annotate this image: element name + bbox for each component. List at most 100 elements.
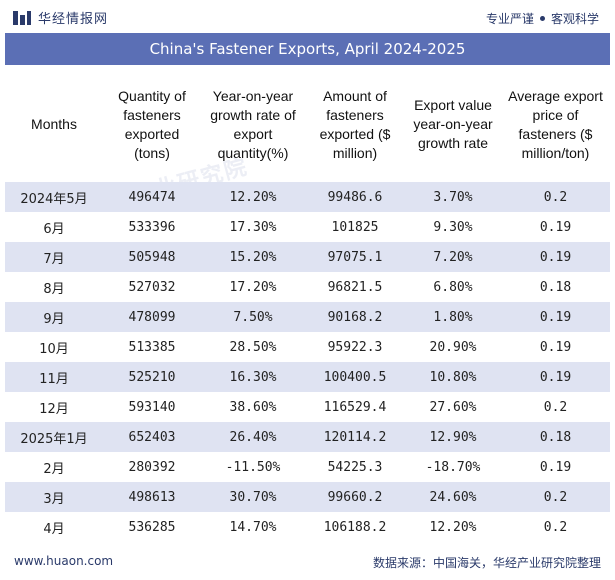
cell-quantity-growth: 17.30%: [201, 212, 305, 242]
cell-value-growth: 10.80%: [405, 362, 501, 392]
cell-avg-price: 0.19: [501, 242, 610, 272]
cell-quantity-growth: 28.50%: [201, 332, 305, 362]
cell-avg-price: 0.18: [501, 422, 610, 452]
table-row: 11月 525210 16.30% 100400.5 10.80% 0.19: [5, 362, 610, 392]
cell-value-growth: 24.60%: [405, 482, 501, 512]
cell-month: 2024年5月: [5, 182, 103, 212]
table-row: 9月 478099 7.50% 90168.2 1.80% 0.19: [5, 302, 610, 332]
table-row: 3月 498613 30.70% 99660.2 24.60% 0.2: [5, 482, 610, 512]
cell-amount: 99660.2: [305, 482, 405, 512]
cell-quantity: 652403: [103, 422, 201, 452]
cell-value-growth: 3.70%: [405, 182, 501, 212]
table-title: China's Fastener Exports, April 2024-202…: [5, 33, 610, 65]
cell-value-growth: 6.80%: [405, 272, 501, 302]
cell-value-growth: 20.90%: [405, 332, 501, 362]
cell-value-growth: 7.20%: [405, 242, 501, 272]
table-row: 2月 280392 -11.50% 54225.3 -18.70% 0.19: [5, 452, 610, 482]
cell-month: 9月: [5, 302, 103, 332]
cell-value-growth: 27.60%: [405, 392, 501, 422]
table-row: 10月 513385 28.50% 95922.3 20.90% 0.19: [5, 332, 610, 362]
cell-quantity-growth: -11.50%: [201, 452, 305, 482]
cell-quantity-growth: 17.20%: [201, 272, 305, 302]
cell-quantity: 478099: [103, 302, 201, 332]
cell-quantity: 280392: [103, 452, 201, 482]
cell-month: 12月: [5, 392, 103, 422]
cell-avg-price: 0.19: [501, 452, 610, 482]
cell-quantity-growth: 15.20%: [201, 242, 305, 272]
cell-amount: 97075.1: [305, 242, 405, 272]
cell-avg-price: 0.19: [501, 212, 610, 242]
cell-quantity-growth: 26.40%: [201, 422, 305, 452]
cell-quantity-growth: 14.70%: [201, 512, 305, 542]
cell-quantity: 533396: [103, 212, 201, 242]
cell-amount: 116529.4: [305, 392, 405, 422]
table-row: 2024年5月 496474 12.20% 99486.6 3.70% 0.2: [5, 182, 610, 212]
cell-amount: 99486.6: [305, 182, 405, 212]
tagline-left: 专业严谨: [485, 12, 534, 26]
cell-quantity: 498613: [103, 482, 201, 512]
column-header-avg-price: Average export price of fasteners ($ mil…: [508, 87, 603, 161]
cell-quantity: 536285: [103, 512, 201, 542]
cell-quantity: 505948: [103, 242, 201, 272]
tagline-right: 客观科学: [550, 12, 599, 26]
column-header-amount: Amount of fasteners exported ($ million): [319, 87, 391, 161]
table-row: 7月 505948 15.20% 97075.1 7.20% 0.19: [5, 242, 610, 272]
header-row: Months Quantity of fasteners exported (t…: [5, 67, 610, 182]
cell-quantity-growth: 16.30%: [201, 362, 305, 392]
cell-quantity: 496474: [103, 182, 201, 212]
cell-avg-price: 0.2: [501, 392, 610, 422]
footer-url[interactable]: www.huaon.com: [14, 554, 114, 568]
cell-amount: 95922.3: [305, 332, 405, 362]
cell-month: 3月: [5, 482, 103, 512]
cell-quantity-growth: 30.70%: [201, 482, 305, 512]
cell-avg-price: 0.18: [501, 272, 610, 302]
table-body: 2024年5月 496474 12.20% 99486.6 3.70% 0.2 6月 5333…: [5, 182, 610, 542]
cell-quantity-growth: 7.50%: [201, 302, 305, 332]
cell-amount: 90168.2: [305, 302, 405, 332]
cell-avg-price: 0.2: [501, 182, 610, 212]
cell-amount: 96821.5: [305, 272, 405, 302]
table-row: 4月 536285 14.70% 106188.2 12.20% 0.2: [5, 512, 610, 542]
table-row: 8月 527032 17.20% 96821.5 6.80% 0.18: [5, 272, 610, 302]
cell-avg-price: 0.2: [501, 512, 610, 542]
cell-amount: 106188.2: [305, 512, 405, 542]
cell-month: 4月: [5, 512, 103, 542]
cell-amount: 54225.3: [305, 452, 405, 482]
cell-month: 7月: [5, 242, 103, 272]
tagline: 专业严谨 客观科学: [486, 10, 599, 27]
cell-month: 2月: [5, 452, 103, 482]
cell-quantity-growth: 38.60%: [201, 392, 305, 422]
top-bar: 华经情报网 专业严谨 客观科学: [0, 0, 615, 33]
brand-name: 华经情报网: [38, 12, 109, 27]
cell-month: 10月: [5, 332, 103, 362]
column-header-months: Months: [31, 116, 77, 132]
cell-value-growth: 1.80%: [405, 302, 501, 332]
cell-value-growth: 9.30%: [405, 212, 501, 242]
table-row: 2025年1月 652403 26.40% 120114.2 12.90% 0.18: [5, 422, 610, 452]
tagline-dot-icon: [539, 16, 545, 21]
cell-avg-price: 0.19: [501, 362, 610, 392]
cell-value-growth: 12.20%: [405, 512, 501, 542]
cell-month: 2025年1月: [5, 422, 103, 452]
column-header-quantity: Quantity of fasteners exported (tons): [118, 87, 186, 161]
cell-amount: 120114.2: [305, 422, 405, 452]
cell-quantity-growth: 12.20%: [201, 182, 305, 212]
cell-amount: 100400.5: [305, 362, 405, 392]
cell-avg-price: 0.19: [501, 302, 610, 332]
brand-logo[interactable]: 华经情报网: [12, 8, 108, 27]
cell-amount: 101825: [305, 212, 405, 242]
cell-avg-price: 0.2: [501, 482, 610, 512]
cell-value-growth: -18.70%: [405, 452, 501, 482]
cell-value-growth: 12.90%: [405, 422, 501, 452]
cell-month: 11月: [5, 362, 103, 392]
footer: www.huaon.com 数据来源：中国海关，华经产业研究院整理: [0, 547, 615, 580]
cell-month: 8月: [5, 272, 103, 302]
cell-avg-price: 0.19: [501, 332, 610, 362]
column-header-value-growth: Export value year-on-year growth rate: [413, 97, 493, 151]
export-table: Months Quantity of fasteners exported (t…: [5, 67, 610, 542]
cell-month: 6月: [5, 212, 103, 242]
cell-quantity: 525210: [103, 362, 201, 392]
column-header-quantity-growth: Year-on-year growth rate of export quant…: [210, 87, 296, 161]
cell-quantity: 593140: [103, 392, 201, 422]
cell-quantity: 527032: [103, 272, 201, 302]
